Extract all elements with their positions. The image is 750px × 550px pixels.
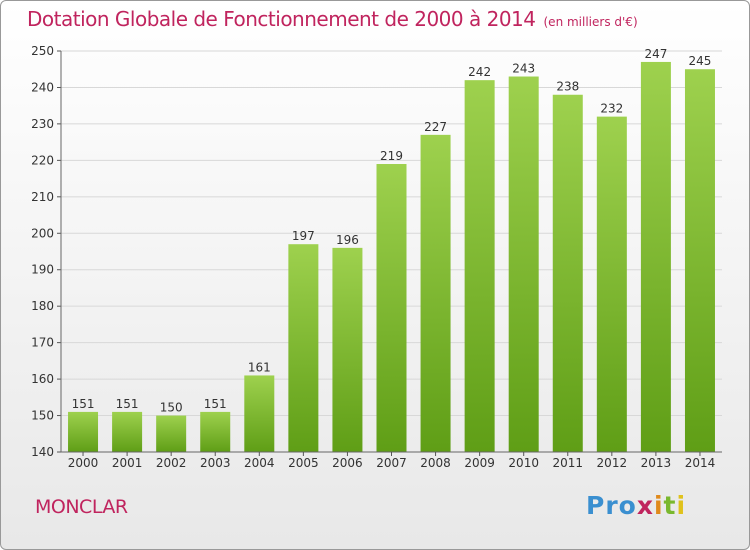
chart-subtitle: (en milliers d'€)	[543, 15, 638, 29]
logo-part-3: i	[653, 491, 664, 520]
x-tick-label: 2010	[508, 456, 539, 470]
logo-part-1: Pro	[586, 491, 637, 520]
x-tick-label: 2006	[332, 456, 363, 470]
x-tick-label: 2005	[288, 456, 319, 470]
x-tick-label: 2014	[685, 456, 716, 470]
y-tick-label: 210	[31, 190, 54, 204]
x-tick-label: 2003	[200, 456, 231, 470]
data-label: 161	[248, 360, 271, 374]
data-label: 245	[689, 54, 712, 68]
y-tick-label: 160	[31, 372, 54, 386]
data-label: 197	[292, 229, 315, 243]
data-label: 150	[160, 401, 183, 415]
x-tick-label: 2012	[597, 456, 628, 470]
bars	[68, 61, 715, 453]
bar	[200, 411, 231, 452]
x-tick-label: 2007	[376, 456, 407, 470]
y-tick-label: 190	[31, 263, 54, 277]
bar	[464, 80, 495, 452]
bar	[596, 116, 627, 453]
bar	[552, 94, 583, 452]
x-tick-label: 2002	[156, 456, 187, 470]
bar	[288, 244, 319, 452]
data-label: 151	[116, 397, 139, 411]
bar	[332, 247, 363, 452]
y-tick-label: 180	[31, 299, 54, 313]
bar	[376, 164, 407, 452]
bar	[112, 411, 143, 452]
x-tick-label: 2004	[244, 456, 275, 470]
data-label: 227	[424, 120, 447, 134]
y-tick-label: 150	[31, 409, 54, 423]
y-tick-label: 220	[31, 153, 54, 167]
x-tick-label: 2008	[420, 456, 451, 470]
bar	[156, 415, 187, 452]
x-tick-label: 2011	[552, 456, 583, 470]
x-tick-label: 2013	[641, 456, 672, 470]
y-tick-label: 250	[31, 44, 54, 58]
data-label: 238	[556, 80, 579, 94]
y-tick-label: 230	[31, 117, 54, 131]
y-tick-label: 170	[31, 336, 54, 350]
logo-part-5: i	[676, 491, 687, 520]
bar	[68, 411, 99, 452]
bar	[420, 134, 451, 452]
bar	[244, 375, 275, 452]
data-label: 232	[600, 102, 623, 116]
x-tick-label: 2009	[464, 456, 495, 470]
proxiti-logo[interactable]: Proxiti	[586, 491, 686, 520]
data-label: 196	[336, 233, 359, 247]
axes: 140 150 160 170 180 190 200 210 220 230 240 250 2000…	[31, 44, 722, 470]
bar	[508, 76, 539, 452]
commune-name: MONCLAR	[35, 496, 128, 518]
bar	[640, 61, 671, 452]
chart-title-text: Dotation Globale de Fonctionnement de 20…	[27, 7, 536, 31]
bar	[684, 69, 715, 453]
chart-title: Dotation Globale de Fonctionnement de 20…	[27, 7, 638, 31]
y-tick-label: 200	[31, 226, 54, 240]
y-tick-label: 240	[31, 80, 54, 94]
x-tick-label: 2001	[112, 456, 143, 470]
data-label: 151	[72, 397, 95, 411]
data-labels: 151 151 150 151 161 197 196 219 227 242 243 238 232 2…	[72, 47, 712, 415]
data-label: 151	[204, 397, 227, 411]
data-label: 243	[512, 62, 535, 76]
data-label: 242	[468, 65, 491, 79]
y-tick-label: 140	[31, 445, 54, 459]
logo-part-2: x	[636, 491, 654, 520]
data-label: 219	[380, 149, 403, 163]
x-tick-label: 2000	[68, 456, 99, 470]
logo-part-4: t	[663, 491, 677, 520]
data-label: 247	[644, 47, 667, 61]
